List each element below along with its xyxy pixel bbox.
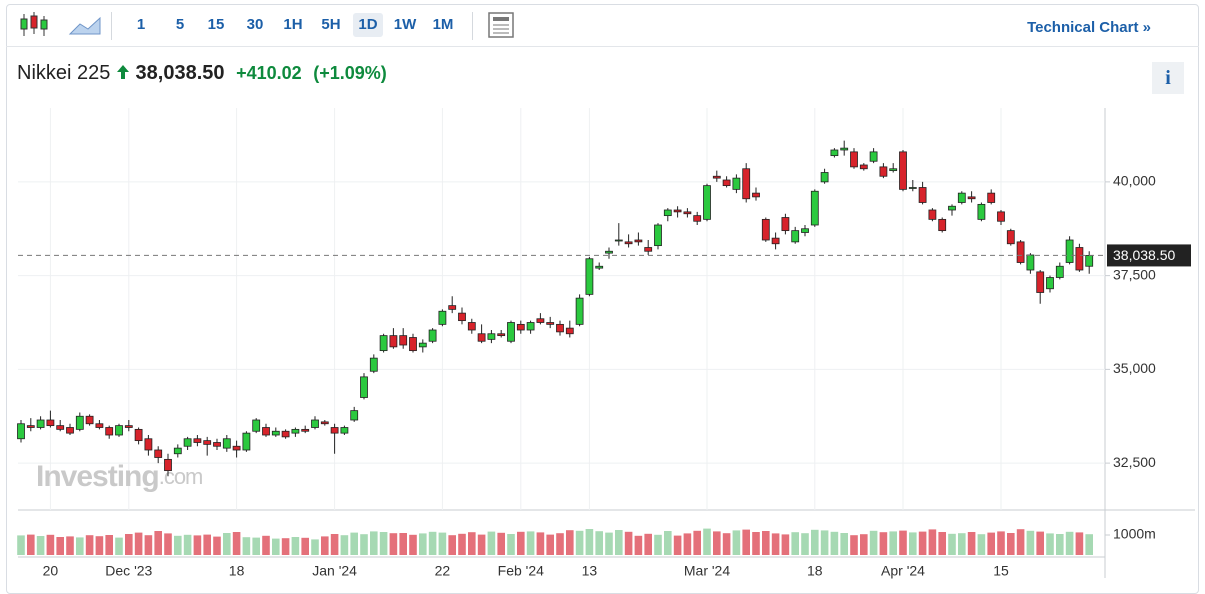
news-icon[interactable]: [484, 4, 518, 46]
info-button[interactable]: i: [1152, 62, 1184, 94]
interval-button[interactable]: 5H: [321, 16, 341, 33]
card: [6, 4, 1199, 594]
change-percent: (+1.09%): [313, 63, 387, 83]
separator: [472, 12, 473, 40]
change: +410.02: [236, 63, 302, 83]
candle-icon[interactable]: [14, 4, 54, 46]
interval-button[interactable]: 1W: [393, 16, 417, 33]
interval-button[interactable]: 30: [246, 16, 264, 33]
interval-button[interactable]: 1: [136, 16, 146, 33]
instrument-header: Nikkei 225 38,038.50 +410.02 (+1.09%): [17, 62, 387, 85]
area-icon[interactable]: [66, 4, 106, 46]
price: 38,038.50: [135, 62, 225, 84]
toolbar: Technical Chart » 1 5 15 30 1H 5H 1D 1W 1M: [6, 4, 1199, 47]
interval-button[interactable]: 1H: [283, 16, 303, 33]
technical-chart-link[interactable]: Technical Chart »: [1027, 19, 1151, 36]
interval-button[interactable]: 1M: [432, 16, 454, 33]
interval-button[interactable]: 5: [175, 16, 185, 33]
up-arrow: [116, 65, 129, 79]
interval-button[interactable]: 15: [207, 16, 225, 33]
separator: [111, 12, 112, 40]
interval-button[interactable]: 1D: [353, 13, 383, 37]
instrument-name: Nikkei 225: [17, 62, 111, 84]
